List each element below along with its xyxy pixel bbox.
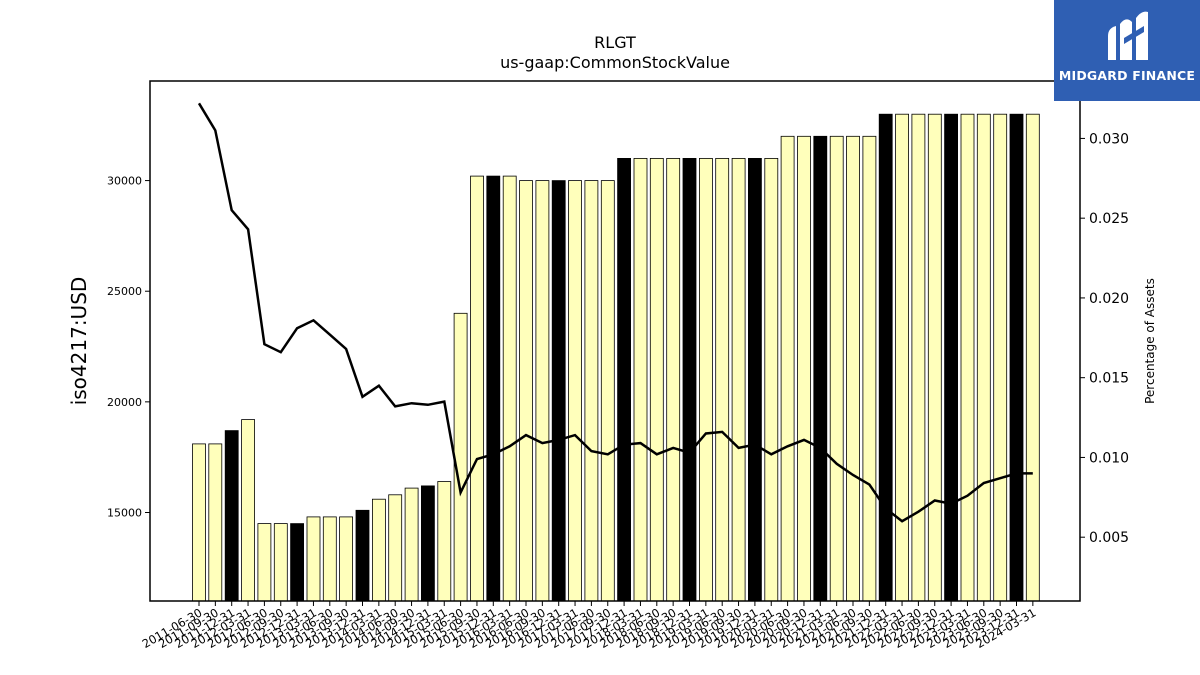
bar-2016-09-30: [535, 180, 550, 602]
bar-2017-12-31: [617, 157, 631, 602]
bar-2011-12-31: [224, 430, 239, 602]
bar-2020-03-31: [764, 157, 779, 602]
bar-2011-06-30: [192, 443, 206, 602]
y2-tick-label: 0.015: [1089, 371, 1129, 387]
bar-2014-06-30: [388, 494, 403, 602]
y2-tick-label: 0.025: [1089, 211, 1129, 227]
y-axis: 15000 20000 25000 30000: [107, 175, 150, 519]
bar-2023-12-31: [1009, 113, 1024, 602]
bar-2013-06-30: [322, 516, 337, 602]
chart-title: RLGT: [594, 33, 636, 52]
bars-group: [192, 113, 1040, 602]
bar-2018-09-30: [666, 157, 681, 602]
bar-2015-03-31: [437, 481, 452, 602]
bar-2013-12-31: [355, 509, 370, 602]
bar-2012-06-30: [257, 523, 272, 602]
bar-2021-12-31: [878, 113, 893, 602]
logo: MIDGARD FINANCE: [1054, 0, 1200, 101]
bar-2022-12-31: [944, 113, 958, 602]
bar-2023-03-31: [960, 113, 975, 602]
bar-2019-03-31: [699, 157, 713, 602]
bar-2020-12-31: [813, 135, 828, 602]
bar-2015-06-30: [453, 312, 468, 602]
bar-2020-09-30: [797, 135, 811, 602]
y2-tick-label: 0.030: [1089, 131, 1129, 147]
bar-2011-09-30: [208, 443, 223, 602]
bar-2023-06-30: [976, 113, 991, 602]
y2-axis-label: Percentage of Assets: [1143, 278, 1157, 404]
bar-2015-12-31: [486, 175, 501, 602]
bar-2017-09-30: [600, 180, 615, 602]
line-group: [197, 102, 1033, 523]
bar-2014-09-30: [404, 487, 419, 602]
plot-frame: [149, 80, 1081, 602]
y-tick-label: 20000: [107, 396, 142, 409]
bar-2021-06-30: [846, 135, 860, 602]
y2-tick-label: 0.010: [1089, 450, 1129, 466]
bar-2019-06-30: [715, 157, 730, 602]
y-axis-label: iso4217:USD: [67, 277, 91, 406]
y-tick-label: 30000: [107, 175, 142, 188]
y-tick-label: 25000: [107, 285, 142, 298]
logo-text: MIDGARD FINANCE: [1058, 68, 1196, 83]
y-tick-label: 15000: [107, 506, 142, 519]
y2-tick-label: 0.005: [1089, 530, 1129, 546]
bar-2020-06-30: [780, 135, 795, 602]
percentage-line: [197, 102, 1033, 523]
chart-subtitle: us-gaap:CommonStockValue: [500, 53, 730, 72]
x-axis: 2011-06-302011-09-302011-12-312012-03-31…: [140, 601, 1038, 651]
bar-2017-06-30: [584, 180, 599, 602]
bar-2023-09-30: [993, 113, 1008, 602]
y2-tick-label: 0.020: [1089, 291, 1129, 307]
bar-2017-03-31: [568, 180, 582, 602]
bar-2013-03-31: [306, 516, 321, 602]
bar-2019-12-31: [748, 157, 762, 602]
bar-2015-09-30: [470, 175, 484, 602]
logo-icon: [1108, 11, 1148, 61]
bar-2021-09-30: [862, 135, 877, 602]
bar-2019-09-30: [731, 157, 746, 602]
bar-2016-12-31: [551, 180, 566, 602]
bar-2012-09-30: [273, 523, 288, 602]
bar-2024-03-31: [1025, 113, 1040, 602]
bar-2016-03-31: [502, 175, 517, 602]
bar-2022-03-31: [895, 113, 909, 602]
y2-axis: 0.005 0.010 0.015 0.020 0.025 0.030: [1080, 131, 1129, 546]
bar-2018-03-31: [633, 157, 648, 602]
bar-2022-06-30: [911, 113, 926, 602]
bar-2014-03-31: [371, 498, 386, 602]
bar-2021-03-31: [829, 135, 844, 602]
bar-2018-12-31: [682, 157, 697, 602]
bar-2016-06-30: [519, 180, 533, 602]
bar-2014-12-31: [420, 485, 435, 602]
bar-2022-09-30: [927, 113, 942, 602]
bar-2012-12-31: [290, 523, 305, 602]
bar-2013-09-30: [339, 516, 354, 602]
bar-2018-06-30: [649, 157, 664, 602]
bar-2012-03-31: [241, 419, 256, 602]
